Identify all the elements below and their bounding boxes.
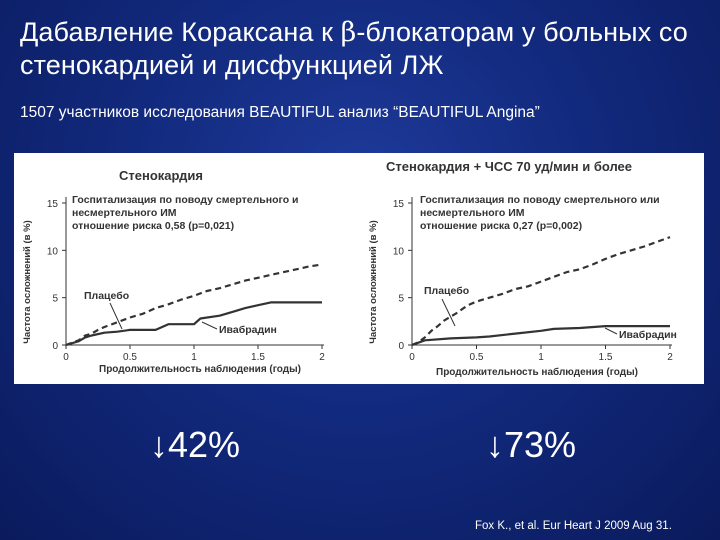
- chart-annotation-1-2: несмертельного ИМ: [72, 207, 177, 219]
- x-tick-label-1-1.5: 1.5: [251, 352, 265, 363]
- chart-title-2: Стенокардия + ЧСС 70 уд/мин и более: [386, 159, 632, 174]
- x-tick-label-2-2: 2: [667, 352, 673, 363]
- series-leader-2-ivabradine: [604, 327, 618, 335]
- y-tick-label-2-0: 0: [398, 341, 404, 352]
- x-tick-label-2-1: 1: [538, 352, 544, 363]
- y-tick-label-2-5: 5: [398, 294, 404, 305]
- series-line-1-placebo: [65, 263, 323, 347]
- series-line-2-placebo: [411, 236, 671, 347]
- x-tick-label-2-0.5: 0.5: [470, 352, 484, 363]
- x-axis-label-2: Продолжительность наблюдения (годы): [436, 366, 638, 378]
- x-tick-label-2-0: 0: [409, 352, 415, 363]
- title-part-2: -блокаторам у больных со стенокардией и …: [20, 17, 688, 80]
- y-tick-label-1-10: 10: [47, 246, 59, 257]
- reduction-left: ↓42%: [150, 424, 241, 465]
- y-axis-label-2: Частота осложнений (в %): [368, 220, 379, 344]
- chart-title-1: Стенокардия: [119, 168, 203, 183]
- x-tick-label-1-0: 0: [63, 352, 69, 363]
- x-tick-label-1-0.5: 0.5: [123, 352, 137, 363]
- chart-annotation-2-1: Госпитализация по поводу смертельного ил…: [420, 194, 660, 206]
- slide-subtitle: 1507 участников исследования BEAUTIFUL а…: [20, 104, 540, 121]
- y-tick-label-2-10: 10: [393, 246, 405, 257]
- chart-annotation-2-2: несмертельного ИМ: [420, 207, 525, 219]
- x-axis-label-1: Продолжительность наблюдения (годы): [99, 363, 301, 375]
- series-label-2-ivabradine: Ивабрадин: [619, 329, 677, 341]
- charts-svg: Стенокардия Госпитализация по поводу смер…: [22, 159, 677, 378]
- citation: Fox K., et al. Eur Heart J 2009 Aug 31.: [475, 520, 672, 532]
- series-line-1-ivabradine: [65, 301, 322, 347]
- series-leader-2-placebo: [441, 298, 456, 327]
- y-tick-label-1-5: 5: [52, 294, 58, 305]
- chart-annotation-2-3: отношение риска 0,27 (p=0,002): [420, 220, 582, 232]
- chart-annotation-1-3: отношение риска 0,58 (p=0,021): [72, 220, 234, 232]
- series-line-2-ivabradine: [411, 325, 670, 347]
- x-tick-label-1-2: 2: [319, 352, 325, 363]
- y-axis-label-1: Частота осложнений (в %): [22, 220, 33, 344]
- x-tick-label-1-1: 1: [191, 352, 197, 363]
- slide-title: Дабавление Кораксана к β-блокаторам у бо…: [20, 16, 710, 82]
- kaplan-meier-figure: Стенокардия Госпитализация по поводу смер…: [14, 153, 704, 384]
- series-leader-1-ivabradine: [201, 321, 218, 330]
- series-leader-1-placebo: [109, 302, 123, 330]
- chart-annotation-1-1: Госпитализация по поводу смертельного и: [72, 194, 299, 206]
- series-label-1-ivabradine: Ивабрадин: [219, 324, 277, 336]
- reduction-right: ↓73%: [486, 424, 577, 465]
- y-tick-label-1-15: 15: [47, 199, 59, 210]
- title-part-1: Дабавление Кораксана к: [20, 17, 341, 47]
- y-tick-label-1-0: 0: [52, 341, 58, 352]
- title-beta-symbol: β: [340, 17, 357, 48]
- series-label-2-placebo: Плацебо: [424, 285, 469, 297]
- y-tick-label-2-15: 15: [393, 199, 405, 210]
- x-tick-label-2-1.5: 1.5: [599, 352, 613, 363]
- series-label-1-placebo: Плацебо: [84, 290, 129, 302]
